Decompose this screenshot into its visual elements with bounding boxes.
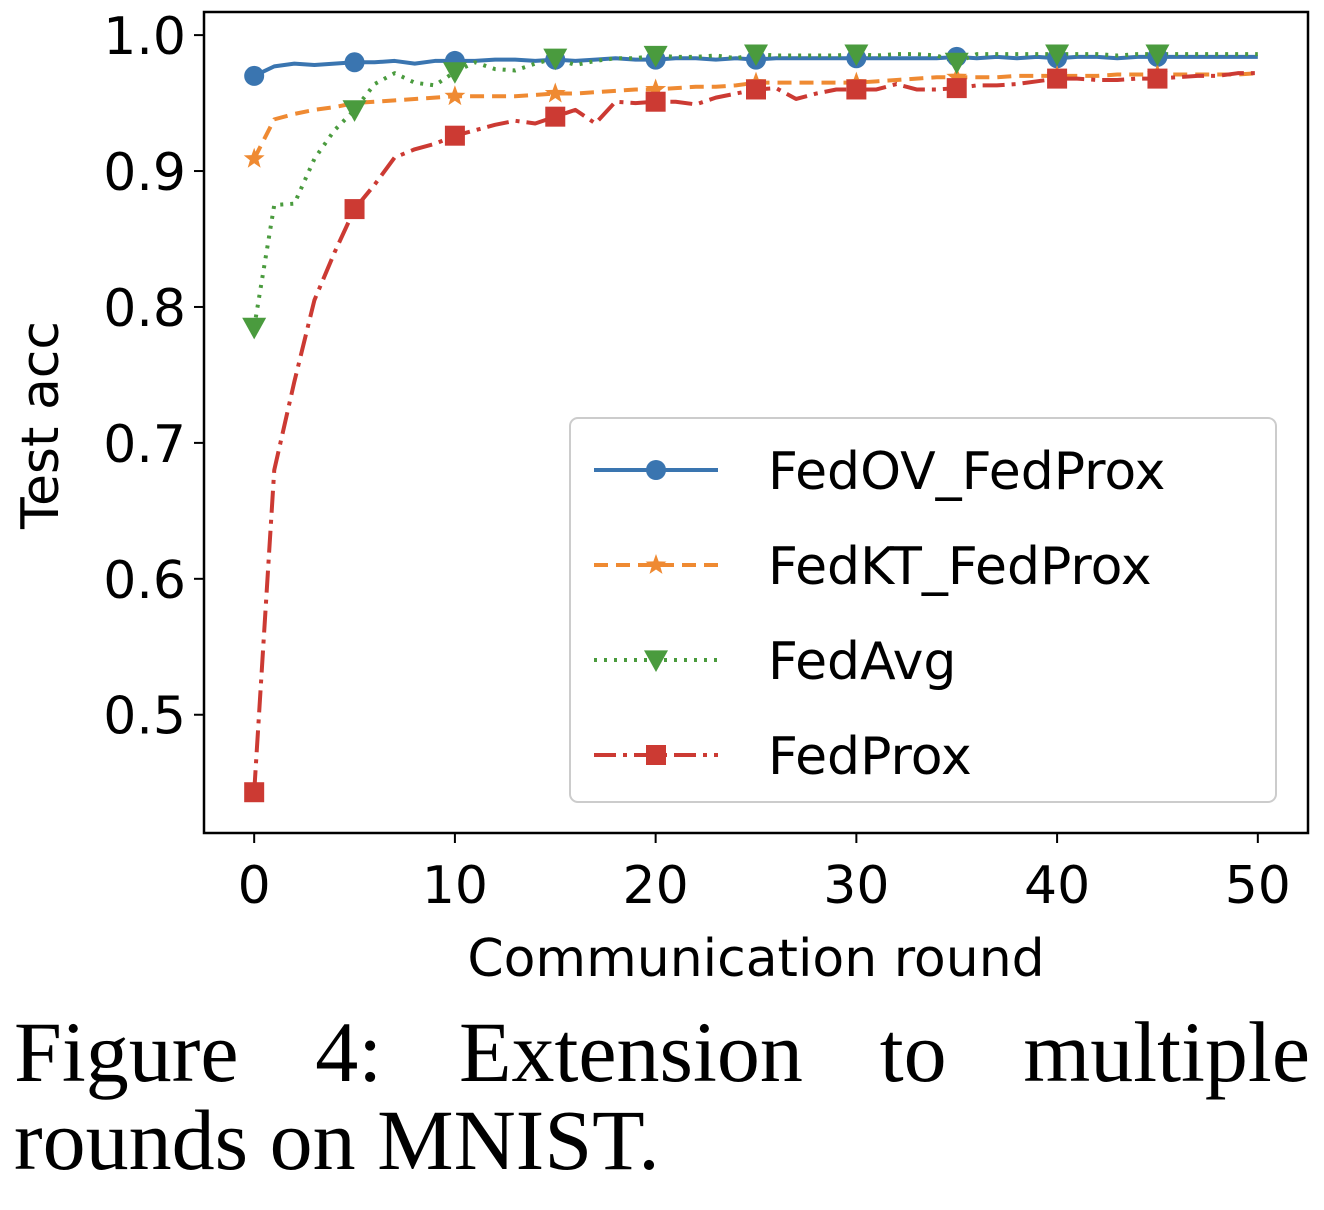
data-point-fedkt-fedprox [946, 66, 968, 87]
data-point-fedprox [545, 106, 566, 127]
data-point-fedprox [1147, 68, 1168, 89]
legend: FedOV_FedProx FedKT_FedProx FedAvg FedProx [569, 417, 1277, 803]
legend-label-fedprox: FedProx [768, 727, 972, 787]
x-tick-label: 50 [1225, 856, 1291, 916]
data-point-fedkt-fedprox [645, 78, 667, 99]
x-tick-label: 40 [1024, 856, 1090, 916]
data-point-fedprox [846, 79, 867, 100]
data-point-fedavg [1145, 44, 1170, 67]
x-tick-label: 0 [238, 856, 271, 916]
data-point-fedprox [444, 125, 465, 146]
y-tick-label: 0.9 [103, 143, 186, 203]
data-point-fedavg [342, 100, 367, 122]
y-axis-ticks: 0.5 0.6 0.7 0.8 0.9 1.0 [103, 7, 204, 747]
data-point-fedavg [543, 48, 568, 71]
y-tick-label: 1.0 [103, 7, 186, 67]
series-line-fedavg [252, 52, 1258, 328]
line-chart: 0 10 20 30 40 50 0.5 0.6 0.7 0.8 0.9 1.0 Communica… [11, 7, 1310, 989]
data-point-fedkt-fedprox [243, 147, 265, 168]
data-point-fedavg [442, 62, 467, 84]
legend-box [569, 417, 1277, 803]
legend-marker-fedov-fedprox [646, 460, 666, 480]
data-point-fedavg [242, 317, 267, 340]
data-point-fedavg [844, 44, 869, 67]
data-point-fedkt-fedprox [444, 85, 466, 106]
legend-label-fedkt-fedprox: FedKT_FedProx [768, 537, 1152, 597]
x-axis-ticks: 0 10 20 30 40 50 [238, 833, 1291, 916]
data-point-fedprox [746, 79, 766, 100]
data-point-fedprox [244, 782, 265, 803]
data-point-fedprox [344, 199, 365, 220]
plot-frame [202, 10, 1310, 835]
data-point-fedavg [643, 45, 668, 68]
data-point-fedprox [946, 78, 967, 99]
legend-label-fedov-fedprox: FedOV_FedProx [768, 442, 1165, 502]
data-point-fedov-fedprox [344, 52, 365, 73]
data-point-fedprox [645, 91, 666, 112]
data-point-fedprox [1047, 68, 1068, 89]
data-point-fedov-fedprox [244, 65, 265, 86]
y-tick-label: 0.6 [103, 551, 186, 611]
data-point-fedavg [1045, 44, 1070, 67]
y-axis-label: Test acc [11, 321, 71, 530]
legend-marker-fedprox [646, 745, 666, 765]
x-tick-label: 20 [623, 856, 689, 916]
figure-caption: Figure 4: Extension to multiple rounds o… [14, 1004, 1310, 1188]
y-tick-label: 0.7 [103, 415, 186, 475]
data-point-fedavg [744, 44, 768, 67]
legend-marker-fedkt-fedprox [645, 554, 667, 574]
y-tick-label: 0.5 [103, 687, 186, 747]
x-axis-label: Communication round [467, 929, 1044, 989]
legend-items: FedOV_FedProx FedKT_FedProx FedAvg FedProx [594, 442, 1165, 787]
y-tick-label: 0.8 [103, 279, 186, 339]
legend-label-fedavg: FedAvg [768, 632, 956, 692]
legend-marker-fedavg [644, 650, 668, 672]
data-point-fedavg [944, 52, 969, 75]
x-tick-label: 10 [422, 856, 488, 916]
series-markers-layer [242, 44, 1170, 803]
x-tick-label: 30 [823, 856, 889, 916]
data-point-fedkt-fedprox [544, 82, 566, 103]
